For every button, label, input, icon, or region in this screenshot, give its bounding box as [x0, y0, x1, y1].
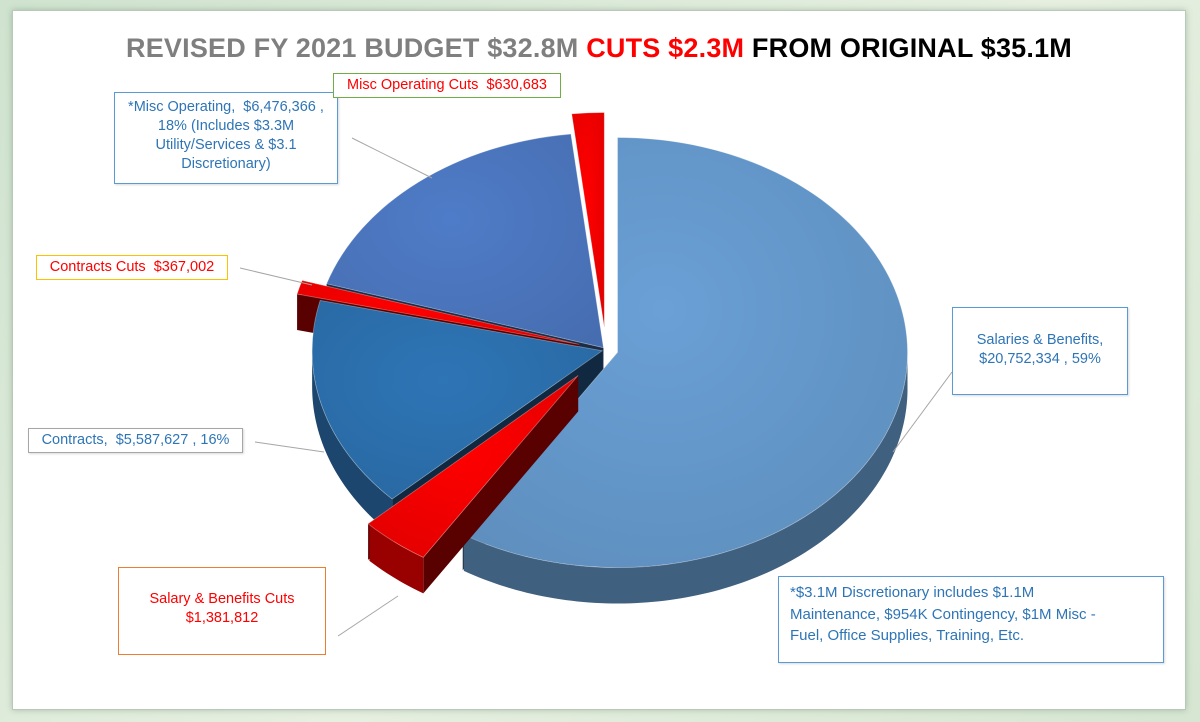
title-part-original: FROM ORIGINAL $35.1M — [744, 33, 1072, 63]
slice-rim-contracts — [312, 350, 393, 536]
chart-title: REVISED FY 2021 BUDGET $32.8M CUTS $2.3M… — [13, 33, 1185, 64]
label-misc-name: *Misc Operating, — [128, 99, 236, 115]
label-contracts-name: Contracts, — [41, 432, 108, 448]
label-salaries-value: $20,752,334 , 59% — [979, 351, 1101, 367]
leader-line-contracts_cut — [239, 267, 313, 286]
label-contracts-cuts: Contracts Cuts $367,002 — [36, 255, 228, 280]
leader-line-contracts — [254, 441, 325, 453]
discretionary-note: *$3.1M Discretionary includes $1.1M Main… — [778, 576, 1164, 663]
slice-top-salaries — [462, 137, 908, 568]
note-line-1: *$3.1M Discretionary includes $1.1M — [790, 584, 1035, 601]
leader-line-salaries_cut — [337, 595, 399, 637]
note-line-3: Fuel, Office Supplies, Training, Etc. — [790, 627, 1025, 644]
label-contracts: Contracts, $5,587,627 , 16% — [28, 428, 243, 453]
slice-misc_cut — [571, 112, 605, 328]
slice-top-misc — [326, 133, 604, 349]
label-misc-value: $6,476,366 , — [243, 99, 324, 115]
label-misc-operating-cuts: Misc Operating Cuts $630,683 — [333, 73, 561, 98]
label-misc-cut-value: $630,683 — [486, 77, 547, 93]
label-misc-operating: *Misc Operating, $6,476,366 , 18% (Inclu… — [114, 92, 338, 184]
slice-top-salaries_cut — [367, 375, 579, 558]
label-salary-cut-value: $1,381,812 — [185, 610, 259, 626]
title-part-base: REVISED FY 2021 BUDGET $32.8M — [126, 33, 587, 63]
note-line-2: Maintenance, $954K Contingency, $1M Misc… — [790, 605, 1096, 623]
label-contracts-value: $5,587,627 , 16% — [115, 432, 230, 448]
label-salary-benefits-cuts: Salary & Benefits Cuts $1,381,812 — [118, 567, 326, 655]
slice-rim-salaries — [463, 354, 908, 604]
label-misc-detail-2: Utility/Services & $3.1 — [155, 137, 297, 153]
label-misc-cut-name: Misc Operating Cuts — [347, 77, 479, 93]
label-salary-cut-name: Salary & Benefits Cuts — [149, 591, 295, 607]
label-salaries-benefits: Salaries & Benefits, $20,752,334 , 59% — [952, 307, 1128, 395]
label-misc-detail-1: 18% (Includes $3.3M — [157, 118, 295, 134]
label-contracts-cut-name: Contracts Cuts — [49, 259, 146, 275]
slice-top-misc_cut — [571, 112, 605, 328]
slice-rim-salaries_cut — [369, 524, 424, 594]
slice-salaries — [462, 137, 908, 604]
label-misc-detail-3: Discretionary) — [181, 156, 271, 172]
leader-line-salaries — [892, 371, 953, 453]
title-part-cuts: CUTS $2.3M — [586, 33, 745, 63]
leader-line-misc — [351, 137, 433, 179]
slice-top-contracts_cut — [296, 279, 580, 345]
label-salaries-name: Salaries & Benefits, — [976, 332, 1104, 348]
slice-top-contracts — [311, 299, 604, 500]
label-contracts-cut-value: $367,002 — [153, 259, 215, 275]
slice-salaries_cut — [367, 375, 579, 594]
